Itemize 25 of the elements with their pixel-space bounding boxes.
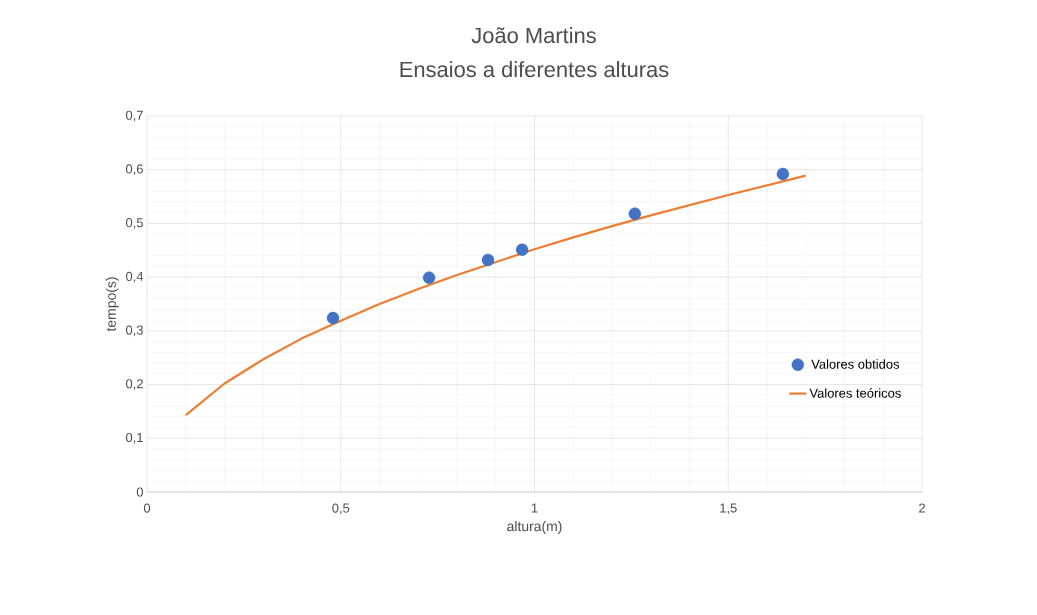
point	[422, 271, 436, 284]
y-tick-label: 0,6	[125, 164, 143, 176]
legend-label: Valores obtidos	[811, 359, 900, 369]
x-tick-label: 2	[919, 503, 925, 513]
y-tick-label: 0,7	[125, 110, 143, 122]
y-tick-label: 0,4	[125, 271, 144, 283]
y-tick-label: 0	[136, 487, 143, 497]
y-tick-label: 0,2	[125, 379, 143, 390]
point	[776, 167, 790, 181]
y-tick-label: 0,5	[125, 218, 143, 229]
x-tick-label: 1,5	[720, 503, 737, 515]
chart-title: João Martins	[471, 27, 596, 44]
y-axis-title: tempo(s)	[105, 277, 119, 332]
chart-subtitle: Ensaios a diferentes alturas	[400, 61, 669, 78]
x-tick-label: 1	[531, 503, 538, 513]
x-tick-label: 0,5	[332, 503, 350, 515]
point	[515, 243, 529, 256]
x-tick-label: 0	[143, 503, 151, 513]
point	[628, 207, 642, 220]
x-axis-title: altura(m)	[507, 521, 562, 535]
point	[481, 253, 495, 267]
legend-label: Valores teóricos	[809, 388, 901, 398]
y-tick-label: 0,3	[125, 325, 143, 337]
point	[326, 311, 340, 325]
y-tick-label: 0,1	[125, 432, 143, 444]
